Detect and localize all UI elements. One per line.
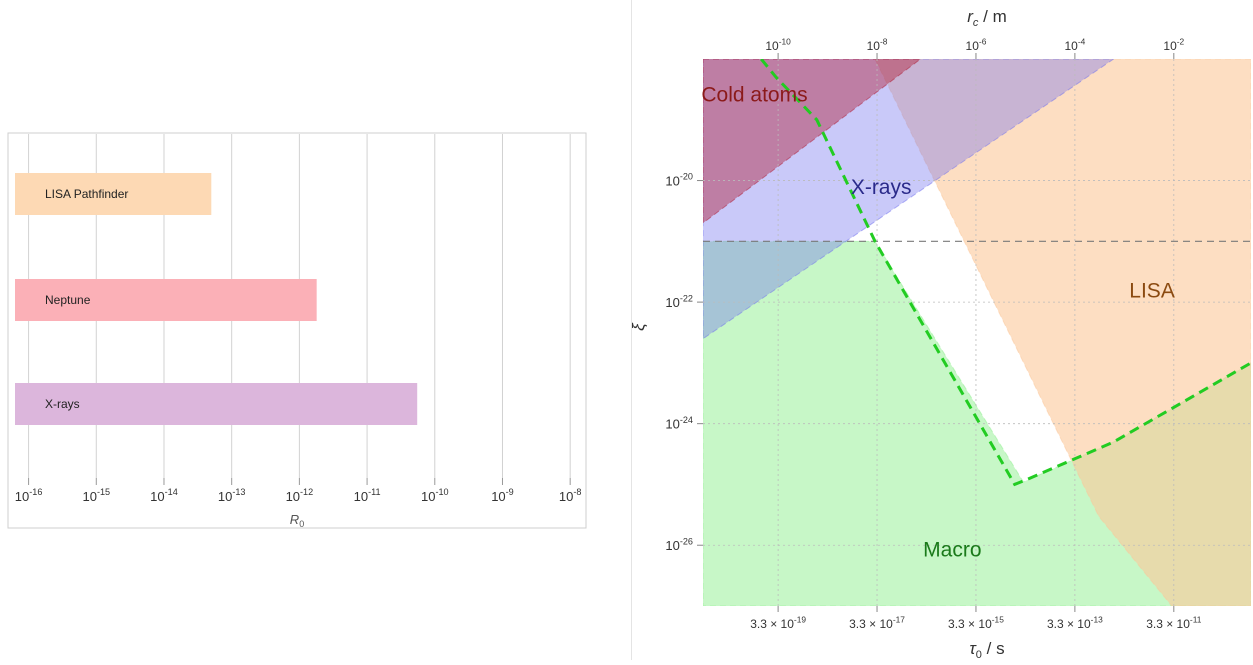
left-chart-x-axis-label: R0 [290,512,304,529]
bar-neptune [15,279,317,321]
left-x-tick-label: 10-8 [559,487,582,504]
right-x-tick-label-top: 10-10 [765,37,791,53]
left-x-tick-label: 10-9 [491,487,514,504]
bar-label: Neptune [45,293,91,307]
left-x-tick-label: 10-11 [354,487,381,504]
panel-divider [631,0,632,660]
left-x-tick-label: 10-13 [218,487,246,504]
right-x-tick-label-bottom: 3.3 × 10-17 [849,615,905,631]
left-chart-panel: LISA Pathfinder Neptune X-rays 10-16 10-15 1… [0,0,600,660]
left-x-tick-label: 10-10 [421,487,449,504]
bar-label: LISA Pathfinder [45,187,128,201]
left-chart-ticks: 10-16 10-15 10-14 10-13 10-12 10-11 10-10 10-9 1… [15,487,582,504]
right-chart-svg: 10-20 10-22 10-24 10-26 3.3 × 10-19 3.3 × 10-… [629,7,1251,661]
macro-boundary-curve [760,59,1251,487]
top-axis-label: rc / m [967,7,1007,29]
region-cold-atoms [703,59,922,224]
right-x-tick-label-top: 10-2 [1163,37,1184,53]
region-label: X-rays [851,176,912,199]
bottom-axis-label: τ0 / s [969,639,1004,660]
right-x-tick-label-top: 10-4 [1064,37,1085,53]
right-chart-grid [703,59,1251,606]
left-x-tick-label: 10-12 [286,487,314,504]
right-x-tick-label-bottom: 3.3 × 10-15 [948,615,1004,631]
right-x-tick-label-top: 10-8 [867,37,888,53]
right-x-tick-label-bottom: 3.3 × 10-13 [1047,615,1103,631]
left-x-tick-label: 10-15 [82,487,110,504]
right-chart-ticks: 10-20 10-22 10-24 10-26 3.3 × 10-19 3.3 × 10-… [665,37,1201,631]
right-x-tick-label-bottom: 3.3 × 10-11 [1146,615,1202,631]
region-x-rays [703,59,1115,340]
y-axis-label: ξ [630,322,648,331]
right-y-tick-label: 10-26 [665,536,693,553]
right-y-tick-label: 10-24 [665,415,693,432]
region-label: LISA [1129,279,1175,302]
right-exclusion-regions [703,59,1251,606]
bar-label: X-rays [45,397,80,411]
right-y-tick-label: 10-22 [665,293,693,310]
right-x-tick-label-bottom: 3.3 × 10-19 [750,615,806,631]
region-label: Macro [923,539,981,562]
region-label: Cold atoms [701,83,807,106]
right-region-labels: Cold atoms X-rays LISA Macro [701,83,1174,561]
bar-x-rays [15,383,418,425]
right-y-tick-label: 10-20 [665,172,693,189]
region-lisa [874,59,1251,606]
left-x-tick-label: 10-16 [15,487,43,504]
right-chart-panel: 10-20 10-22 10-24 10-26 3.3 × 10-19 3.3 × 10-… [629,0,1253,661]
left-chart-bars: LISA Pathfinder Neptune X-rays [15,173,418,425]
bar-lisa-pathfinder [15,173,212,215]
left-x-tick-label: 10-14 [150,487,178,504]
right-x-tick-label-top: 10-6 [966,37,987,53]
